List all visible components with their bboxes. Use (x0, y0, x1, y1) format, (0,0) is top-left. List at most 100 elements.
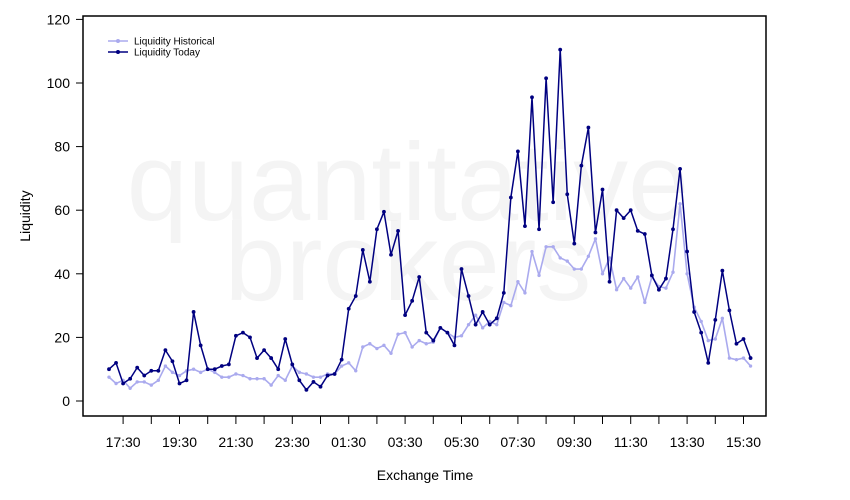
data-point (544, 76, 548, 81)
data-point (657, 287, 661, 292)
data-point (692, 310, 697, 314)
data-point (191, 310, 196, 314)
data-point (748, 356, 753, 360)
data-point (741, 337, 746, 341)
data-point (213, 370, 217, 375)
data-point (459, 267, 464, 271)
data-point (523, 291, 527, 295)
data-point (424, 342, 428, 346)
data-point (142, 380, 146, 384)
data-point (480, 326, 485, 330)
data-point (283, 337, 288, 341)
data-point (396, 332, 400, 336)
data-point (614, 288, 619, 292)
data-point (114, 360, 118, 365)
data-point (642, 232, 647, 236)
data-point (537, 227, 541, 232)
data-point (318, 384, 323, 389)
y-axis: 0 20 40 60 80 100 120 (47, 11, 83, 409)
x-tick-label: 07:30 (500, 434, 535, 450)
data-point (156, 378, 161, 383)
x-tick-label: 21:30 (218, 434, 253, 450)
data-point (748, 364, 753, 368)
series-today (107, 47, 753, 392)
data-point (269, 383, 273, 387)
data-point (205, 367, 210, 372)
data-point (325, 373, 330, 378)
data-point (360, 248, 365, 252)
data-point (339, 357, 344, 362)
data-point (635, 228, 640, 233)
legend-label: Liquidity Today (134, 48, 200, 59)
x-tick-label: 17:30 (106, 434, 141, 450)
data-point (431, 338, 436, 343)
data-point (191, 367, 196, 371)
data-point (241, 373, 245, 378)
data-point (346, 306, 351, 311)
data-point (459, 334, 464, 338)
data-point (649, 273, 654, 278)
y-axis-title: Liquidity (17, 190, 33, 241)
data-point (678, 166, 682, 171)
data-point (699, 330, 704, 335)
data-point (262, 377, 266, 381)
data-point (142, 373, 147, 378)
data-point (241, 330, 245, 335)
legend-swatch-point (116, 50, 120, 54)
data-point (234, 333, 238, 338)
data-point (212, 367, 217, 372)
data-point (304, 372, 309, 376)
data-point (114, 381, 118, 386)
data-point (276, 373, 280, 378)
data-point (530, 95, 534, 100)
data-point (516, 149, 520, 154)
x-axis-title: Exchange Time (377, 467, 474, 483)
x-tick-label: 09:30 (557, 434, 592, 450)
data-point (170, 359, 175, 364)
data-point (361, 345, 365, 349)
data-point (473, 322, 478, 327)
legend-swatch-point (116, 39, 120, 43)
data-point (135, 380, 139, 384)
data-point (163, 348, 168, 353)
data-point (523, 224, 527, 229)
data-point (220, 375, 224, 379)
data-point (720, 316, 725, 321)
data-point (664, 286, 668, 290)
data-point (156, 368, 161, 373)
y-tick-label: 40 (54, 266, 70, 282)
data-point (600, 187, 605, 192)
data-point (706, 338, 710, 343)
data-point (332, 372, 337, 376)
data-point (713, 318, 718, 322)
data-point (509, 303, 513, 308)
y-tick-label: 20 (54, 329, 70, 345)
y-tick-label: 0 (62, 393, 70, 409)
data-point (255, 377, 259, 381)
data-point (579, 267, 584, 271)
data-point (480, 310, 485, 314)
data-point (671, 227, 675, 232)
data-point (636, 275, 640, 279)
data-point (135, 365, 140, 370)
data-point (565, 259, 569, 263)
x-tick-label: 13:30 (670, 434, 705, 450)
x-tick-label: 01:30 (331, 434, 366, 450)
data-point (311, 380, 316, 384)
data-point (410, 298, 415, 303)
data-point (607, 256, 612, 260)
data-point (628, 208, 633, 213)
data-point (452, 343, 457, 348)
data-point (149, 368, 154, 373)
data-point (198, 370, 203, 375)
data-point (382, 343, 386, 348)
y-tick-label: 120 (47, 11, 71, 27)
data-point (347, 361, 351, 365)
y-tick-label: 60 (54, 202, 70, 218)
data-point (297, 378, 302, 383)
data-point (466, 322, 471, 327)
data-point (227, 375, 231, 379)
data-point (720, 268, 725, 273)
data-point (248, 335, 252, 340)
data-point (699, 319, 703, 324)
